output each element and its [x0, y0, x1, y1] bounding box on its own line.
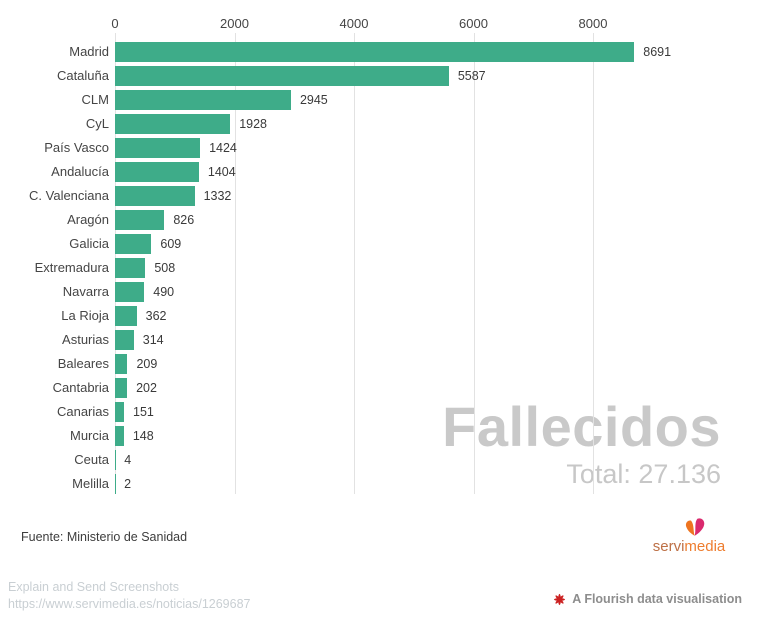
bar[interactable]: [115, 65, 449, 86]
logo-text-media: media: [684, 538, 726, 555]
value-label: 826: [173, 212, 195, 227]
x-axis-tick-label: 0: [111, 16, 119, 31]
x-axis-tick-label: 4000: [339, 16, 369, 31]
category-label: CLM: [81, 92, 109, 108]
value-label: 362: [145, 308, 167, 323]
bar[interactable]: [115, 329, 134, 350]
chart-row: Murcia 148: [0, 424, 154, 448]
category-label: Madrid: [69, 44, 109, 60]
value-label: 8691: [643, 44, 672, 59]
x-axis-tick-label: 6000: [459, 16, 488, 31]
value-label: 490: [153, 284, 175, 299]
bar[interactable]: [115, 401, 125, 422]
category-label: Canarias: [56, 404, 109, 420]
chart-row: Asturias 314: [0, 328, 164, 352]
value-label: 151: [133, 404, 154, 419]
screenshot-extension-overlay: Explain and Send Screenshots https://www…: [8, 579, 251, 613]
category-label: Cantabria: [52, 380, 109, 396]
value-label: 1404: [207, 164, 236, 179]
value-label: 2: [124, 476, 132, 491]
bar[interactable]: [115, 281, 145, 302]
category-label: CyL: [85, 116, 109, 132]
category-label: Melilla: [72, 476, 109, 492]
bar[interactable]: [115, 425, 124, 446]
source-url: https://www.servimedia.es/noticias/12696…: [8, 597, 251, 611]
value-label: 148: [132, 428, 154, 443]
category-label: País Vasco: [44, 140, 109, 156]
chart-row: País Vasco 1424: [0, 136, 237, 160]
chart-row: Cataluña 5587: [0, 64, 486, 88]
extension-name: Explain and Send Screenshots: [8, 580, 179, 594]
chart-row: CLM 2945: [0, 88, 328, 112]
chart-total: Total: 27.136: [566, 459, 721, 489]
value-label: 5587: [457, 68, 486, 83]
source-note: Fuente: Ministerio de Sanidad: [21, 530, 188, 544]
gridline: [593, 33, 594, 494]
category-label: La Rioja: [61, 308, 109, 324]
bar[interactable]: [115, 137, 201, 158]
chart-row: Baleares 209: [0, 352, 157, 376]
category-label: Andalucía: [51, 164, 109, 180]
logo-text-servi: servi: [652, 538, 685, 555]
value-label: 209: [136, 356, 158, 371]
chart-row: Galicia 609: [0, 232, 181, 256]
category-label: Baleares: [57, 356, 109, 372]
chart-row: Extremadura 508: [0, 256, 175, 280]
x-axis-tick-label: 8000: [578, 16, 608, 31]
value-label: 1332: [203, 188, 232, 203]
x-axis-tick-label: 2000: [220, 16, 249, 31]
chart-row: Canarias 151: [0, 400, 154, 424]
bar[interactable]: [115, 161, 199, 182]
category-label: Murcia: [69, 428, 109, 444]
bar-chart: 0 2000 4000 6000 8000 Madrid 8691 Cataluña 5587 C…: [0, 16, 671, 496]
category-label: Cataluña: [56, 68, 109, 84]
bar[interactable]: [115, 353, 128, 374]
value-label: 314: [142, 332, 164, 347]
gridline: [234, 33, 236, 494]
chart-row: CyL 1928: [0, 112, 267, 136]
flourish-attribution[interactable]: A Flourish data visualisation: [553, 592, 742, 606]
gridline: [473, 33, 475, 494]
value-label: 202: [136, 380, 157, 395]
value-label: 2945: [299, 92, 328, 107]
category-label: Asturias: [62, 332, 109, 348]
category-label: Ceuta: [74, 452, 109, 468]
bar[interactable]: [115, 113, 231, 134]
bar[interactable]: [115, 209, 165, 230]
gridline: [354, 33, 355, 494]
value-label: 1928: [239, 116, 267, 131]
value-label: 609: [160, 236, 182, 251]
chart-row: C. Valenciana 1332: [0, 184, 231, 208]
bar[interactable]: [115, 89, 291, 110]
chart-row: Ceuta 4: [0, 448, 131, 472]
bar[interactable]: [115, 185, 195, 206]
chart-row: Melilla 2: [0, 472, 131, 496]
category-label: Navarra: [62, 284, 109, 300]
category-label: Galicia: [69, 236, 109, 252]
bar[interactable]: [115, 233, 152, 254]
chart-row: Madrid 8691: [0, 40, 671, 64]
flourish-icon: [554, 593, 566, 605]
chart-row: Navarra 490: [0, 280, 174, 304]
chart-row: Cantabria 202: [0, 376, 157, 400]
bar[interactable]: [115, 305, 137, 326]
category-label: Aragón: [67, 212, 109, 228]
flourish-attribution-label: A Flourish data visualisation: [572, 592, 742, 606]
bar[interactable]: [115, 377, 128, 398]
servimedia-wordmark: servimedia: [650, 538, 728, 555]
servimedia-heart-icon: [685, 518, 705, 536]
value-label: 4: [124, 452, 132, 467]
watermark: Fallecidos Total: 27.136: [442, 398, 721, 490]
value-label: 508: [154, 260, 176, 275]
chart-row: Aragón 826: [0, 208, 194, 232]
chart-title: Fallecidos: [442, 395, 721, 458]
bar[interactable]: [115, 257, 146, 278]
bar[interactable]: [115, 41, 635, 62]
chart-row: La Rioja 362: [0, 304, 166, 328]
category-label: Extremadura: [34, 260, 109, 276]
value-label: 1424: [209, 140, 237, 155]
category-label: C. Valenciana: [29, 188, 109, 204]
chart-row: Andalucía 1404: [0, 160, 236, 184]
